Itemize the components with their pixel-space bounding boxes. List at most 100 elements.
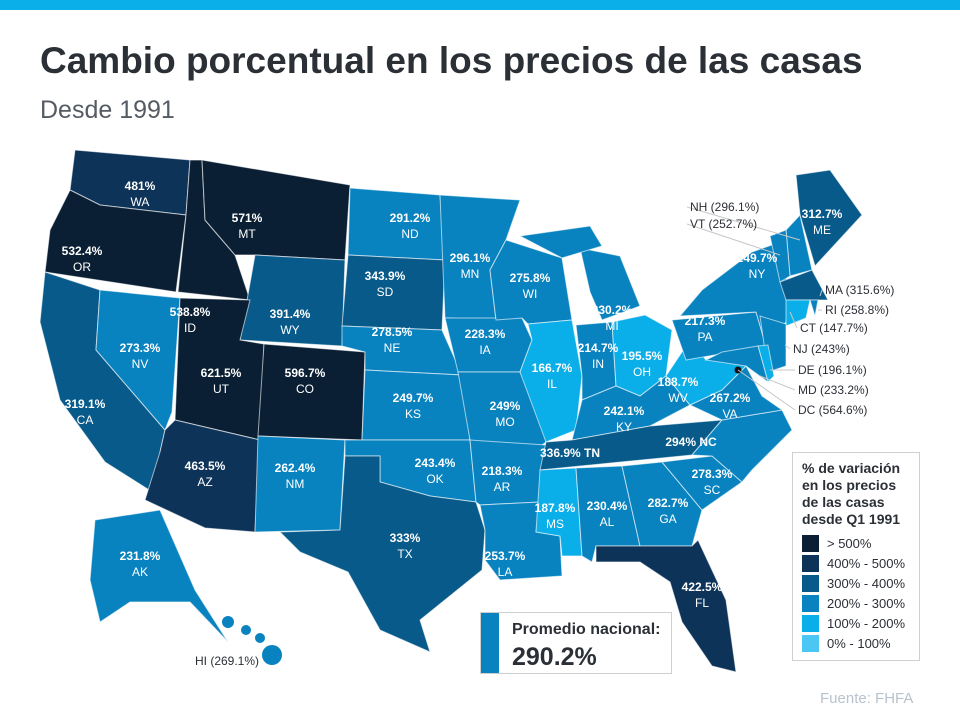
state-value-label: 249.7%	[393, 391, 434, 405]
state-value-label: 275.8%	[510, 271, 551, 285]
state-abbr-label: SC	[704, 483, 721, 497]
legend-label: 400% - 500%	[827, 555, 906, 571]
state-value-label: 291.2%	[390, 211, 431, 225]
national-average-value: 290.2%	[512, 643, 597, 671]
state-abbr-label: MO	[495, 415, 514, 429]
state-value-label: 532.4%	[62, 244, 103, 258]
state-callout-label: DC (564.6%)	[798, 403, 867, 417]
state-shape	[518, 225, 603, 259]
state-shape	[262, 645, 282, 665]
state-sd	[341, 254, 446, 331]
state-label: 336.9% TN	[540, 446, 600, 460]
state-abbr-label: IN	[592, 357, 604, 371]
state-value-label: 262.4%	[275, 461, 316, 475]
state-abbr-label: OR	[73, 260, 91, 274]
callout-leader	[819, 289, 823, 297]
legend-label: > 500%	[827, 535, 872, 551]
state-or	[44, 189, 187, 293]
page-title: Cambio porcentual en los precios de las …	[40, 40, 863, 81]
state-abbr-label: KS	[405, 407, 421, 421]
state-value-label: 230.4%	[587, 499, 628, 513]
state-ga	[621, 461, 703, 547]
legend-items: > 500% 400% - 500% 300% - 400% 200% - 300% 1…	[802, 533, 910, 653]
state-abbr-label: OH	[633, 365, 651, 379]
state-value-label: 278.3%	[692, 467, 733, 481]
state-value-label: 195.5%	[622, 349, 663, 363]
state-il	[519, 319, 583, 443]
legend-title: % de variación en los precios de las cas…	[802, 460, 901, 527]
state-abbr-label: MT	[238, 227, 256, 241]
state-tx	[278, 455, 486, 653]
state-shape	[489, 239, 573, 325]
state-abbr-label: VA	[722, 407, 737, 421]
legend-label: 100% - 200%	[827, 615, 906, 631]
state-abbr-label: CO	[296, 382, 314, 396]
state-ri	[809, 299, 819, 317]
legend-item: 100% - 200%	[802, 613, 910, 633]
state-wi	[489, 239, 573, 325]
callout-leader	[789, 311, 798, 329]
top-accent-bar	[0, 0, 960, 10]
callout-leader	[737, 369, 796, 411]
state-abbr-label: OK	[426, 472, 443, 486]
state-hi	[222, 616, 282, 665]
map-legend: % de variación en los precios de las cas…	[792, 452, 920, 661]
legend-label: 0% - 100%	[827, 635, 891, 651]
state-callout-label: VT (252.7%)	[690, 217, 757, 231]
state-mi	[518, 225, 641, 321]
state-abbr-label: GA	[659, 512, 676, 526]
state-vt	[769, 229, 791, 283]
state-fl	[595, 539, 737, 673]
legend-label: 300% - 400%	[827, 575, 906, 591]
state-abbr-label: KY	[616, 420, 632, 434]
state-shape	[621, 461, 703, 547]
state-abbr-label: AZ	[197, 475, 212, 489]
state-ak	[89, 509, 229, 643]
state-shape	[779, 269, 829, 301]
state-me	[795, 169, 863, 267]
state-value-label: 463.5%	[185, 459, 226, 473]
state-ct	[785, 299, 811, 327]
state-abbr-label: WI	[523, 287, 538, 301]
state-value-label: 231.8%	[120, 549, 161, 563]
state-callout-label: NJ (243%)	[793, 342, 850, 356]
state-value-label: 166.7%	[532, 361, 573, 375]
state-label: 294% NC	[665, 435, 717, 449]
state-abbr-label: NM	[286, 477, 305, 491]
state-abbr-label: MN	[461, 267, 480, 281]
state-shape	[769, 229, 791, 283]
national-average-accent	[481, 613, 499, 673]
callout-leader	[784, 344, 791, 350]
state-value-label: 481%	[125, 179, 156, 193]
state-shape	[785, 299, 811, 327]
national-average-box: Promedio nacional: 290.2%	[480, 612, 672, 674]
state-value-label: 422.5%	[682, 580, 723, 594]
state-shape	[704, 345, 769, 384]
state-value-label: 218.3%	[482, 464, 523, 478]
state-callout-label: MD (233.2%)	[798, 383, 869, 397]
national-average-label: Promedio nacional:	[512, 621, 661, 638]
legend-swatch	[802, 594, 819, 612]
legend-item: > 500%	[802, 533, 910, 553]
state-value-label: 596.7%	[285, 366, 326, 380]
state-value-label: 273.3%	[120, 341, 161, 355]
state-value-label: 343.9%	[365, 269, 406, 283]
state-md	[704, 345, 769, 384]
legend-swatch	[802, 614, 819, 632]
state-callout-label: RI (258.8%)	[825, 303, 889, 317]
legend-item: 200% - 300%	[802, 593, 910, 613]
state-value-label: 214.7%	[578, 341, 619, 355]
state-abbr-label: FL	[695, 596, 709, 610]
state-shape	[341, 254, 446, 331]
state-abbr-label: NV	[132, 357, 149, 371]
state-nv	[95, 289, 181, 431]
state-value-label: 242.1%	[604, 404, 645, 418]
legend-swatch	[802, 534, 819, 552]
legend-item: 0% - 100%	[802, 633, 910, 653]
callout-leader	[759, 375, 796, 391]
state-abbr-label: MS	[546, 517, 564, 531]
state-value-label: 296.1%	[450, 251, 491, 265]
state-value-label: 282.7%	[648, 496, 689, 510]
state-abbr-label: WY	[280, 323, 299, 337]
